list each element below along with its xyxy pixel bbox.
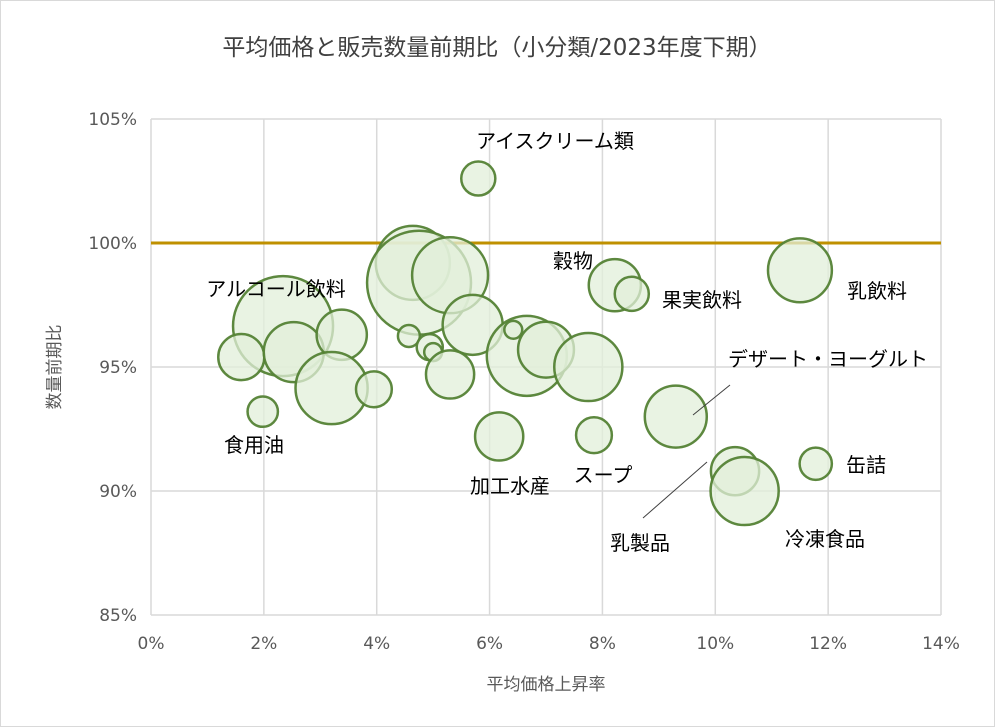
data-label: デザート・ヨーグルト xyxy=(728,347,928,371)
x-axis-title: 平均価格上昇率 xyxy=(487,675,606,695)
data-label: 乳飲料 xyxy=(847,279,907,303)
x-tick-label: 8% xyxy=(589,634,616,654)
bubble xyxy=(503,319,524,340)
y-tick-label: 95% xyxy=(99,358,137,378)
data-label: 穀物 xyxy=(553,249,593,273)
leader-line-dairy xyxy=(642,461,708,519)
data-label: 乳製品 xyxy=(610,531,670,555)
bubble xyxy=(643,384,709,449)
y-axis-title: 数量前期比 xyxy=(45,325,65,410)
bubble xyxy=(460,160,497,197)
bubble xyxy=(798,446,834,482)
x-tick-label: 6% xyxy=(476,634,503,654)
y-tick-label: 105% xyxy=(88,110,137,130)
bubble xyxy=(709,455,780,527)
x-tick-label: 10% xyxy=(696,634,734,654)
bubble xyxy=(574,416,614,455)
x-tick-label: 12% xyxy=(809,634,847,654)
data-label: 食用油 xyxy=(224,433,284,457)
bubble xyxy=(553,331,624,403)
bubble xyxy=(396,323,422,349)
data-label: アイスクリーム類 xyxy=(476,129,634,153)
x-tick-label: 0% xyxy=(138,634,165,654)
bubble xyxy=(473,411,525,462)
bubble xyxy=(766,237,834,304)
bubble xyxy=(424,349,476,400)
y-tick-label: 90% xyxy=(99,482,137,502)
data-label: 缶詰 xyxy=(846,453,886,477)
bubble xyxy=(246,395,280,429)
bubble xyxy=(354,370,394,409)
chart-title: 平均価格と販売数量前期比（小分類/2023年度下期） xyxy=(222,35,771,61)
x-tick-label: 14% xyxy=(922,634,960,654)
x-tick-label: 2% xyxy=(250,634,277,654)
leader-line-dessert xyxy=(692,384,731,416)
data-label: アルコール飲料 xyxy=(206,277,345,301)
y-tick-label: 85% xyxy=(99,606,137,626)
data-label: 冷凍食品 xyxy=(785,527,865,551)
y-tick-label: 100% xyxy=(88,234,137,254)
data-label: 加工水産 xyxy=(470,474,550,498)
data-label: 果実飲料 xyxy=(662,288,742,312)
bubble xyxy=(217,332,266,382)
bubble xyxy=(613,275,651,313)
data-label: スープ xyxy=(574,463,633,487)
x-tick-label: 4% xyxy=(363,634,390,654)
